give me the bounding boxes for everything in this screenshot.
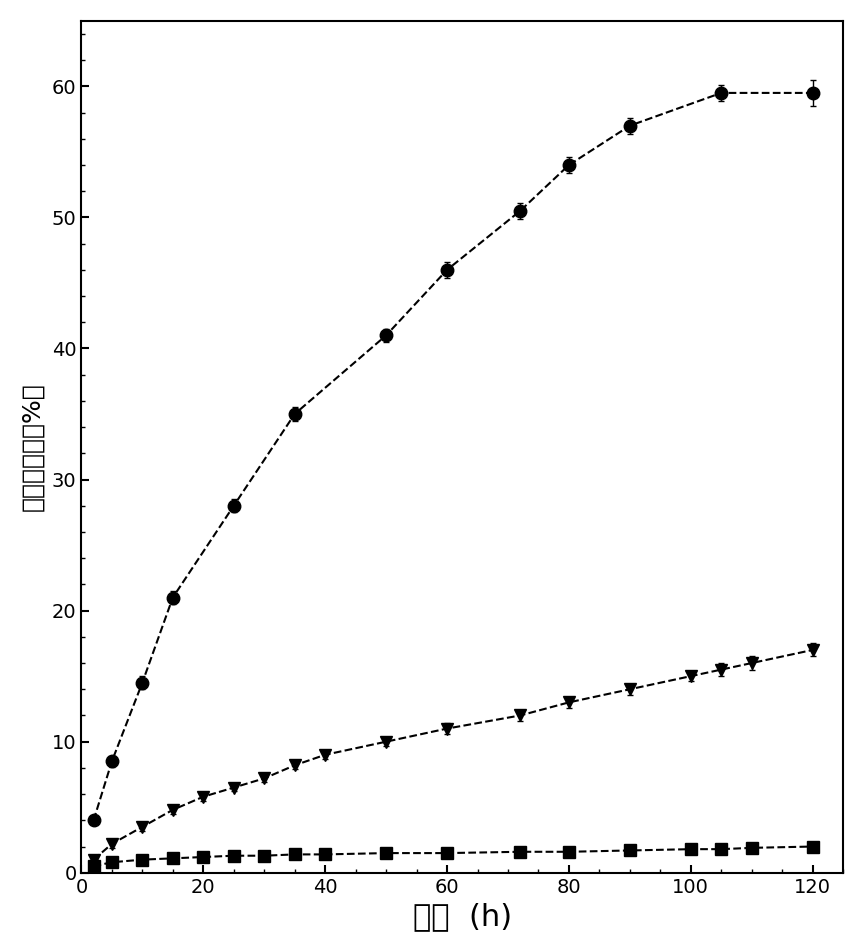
X-axis label: 时间  (h): 时间 (h) [413,902,511,931]
Y-axis label: 药物释放量（%）: 药物释放量（%） [21,383,45,511]
